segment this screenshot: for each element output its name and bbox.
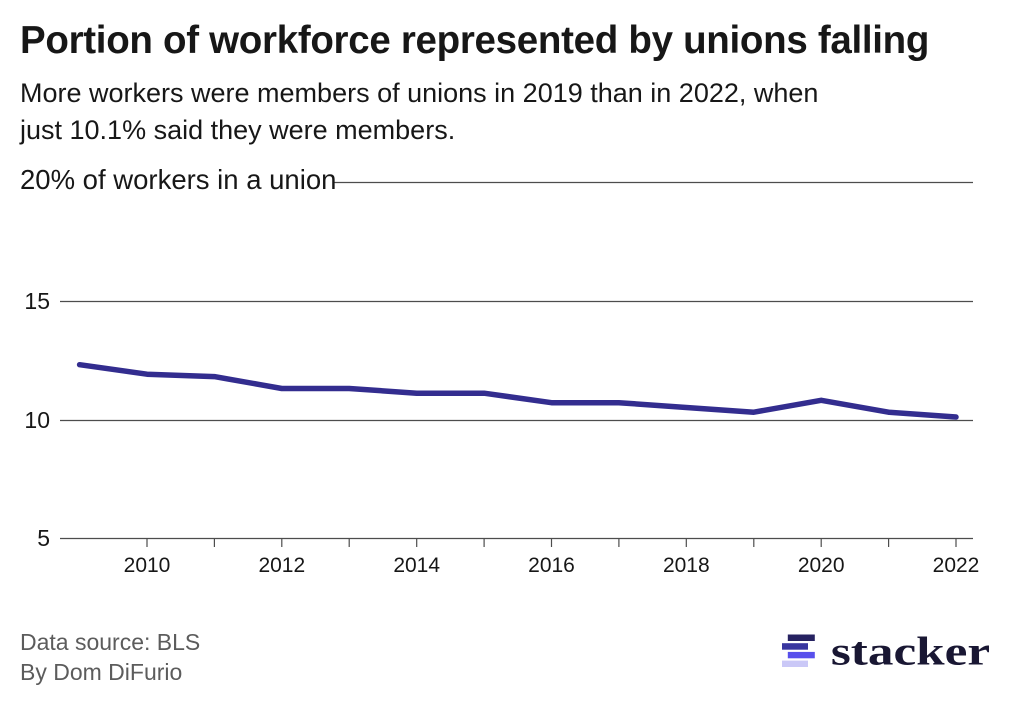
- svg-text:2014: 2014: [393, 554, 440, 577]
- svg-text:2022: 2022: [933, 554, 980, 577]
- svg-text:5: 5: [37, 525, 50, 551]
- svg-text:2010: 2010: [124, 554, 171, 577]
- svg-text:2016: 2016: [528, 554, 575, 577]
- svg-text:2020: 2020: [798, 554, 845, 577]
- svg-text:10: 10: [24, 407, 50, 433]
- svg-text:2018: 2018: [663, 554, 710, 577]
- svg-text:15: 15: [24, 288, 50, 314]
- svg-text:20% of workers in a union: 20% of workers in a union: [20, 164, 336, 195]
- svg-text:2012: 2012: [258, 554, 305, 577]
- svg-text:stacker: stacker: [831, 629, 990, 673]
